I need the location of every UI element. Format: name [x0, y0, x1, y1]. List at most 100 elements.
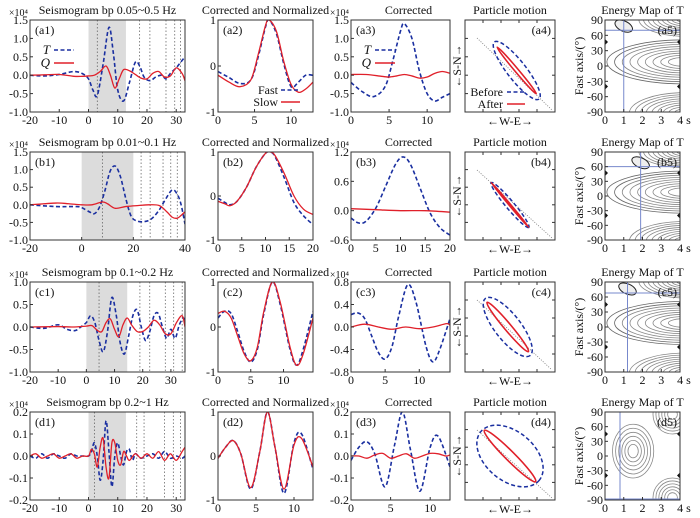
y-tick-label: 0	[597, 59, 603, 73]
x-tick-label: -10	[50, 373, 66, 387]
y-tick-label: 0	[597, 320, 603, 334]
y-tick-label: -1	[206, 365, 216, 379]
contour	[640, 356, 680, 372]
contour	[664, 489, 680, 500]
y-axis-label: ←S-N→	[450, 44, 464, 87]
x-tick-label: 1	[621, 373, 627, 387]
y-tick-label: -0.5	[330, 87, 349, 101]
legend-label: T	[364, 42, 372, 57]
contour	[621, 43, 680, 80]
x-tick-label: 30	[170, 501, 182, 515]
y-tick-label: -90	[587, 365, 603, 379]
y-tick-label: 0.5	[334, 50, 349, 64]
panel-b3: Corrected ×10⁴ 0 5 10 15 20 -0.6 0.0 0.6 1.2 (b3)	[330, 135, 456, 255]
x-tick-label: 5	[386, 113, 392, 127]
contour	[614, 303, 680, 343]
y-tick-label: 0.0	[334, 68, 349, 82]
x-tick-label: 0	[602, 373, 608, 387]
x-tick-label: 0	[602, 501, 608, 515]
panel-a1: Seismogram bp 0.05~0.5 Hz ×10⁴ -20 -10 0 10 20…	[9, 3, 186, 127]
y-tick-label: -30	[587, 204, 603, 218]
y-axis-label: Fast axis/(°)	[572, 298, 586, 356]
x-tick-label: -20	[22, 373, 38, 387]
x-axis-label: ←W-E→	[487, 242, 533, 256]
x-tick-label: 0	[602, 113, 608, 127]
y-tick-label: 30	[591, 44, 603, 58]
series-slow	[218, 282, 313, 367]
x-tick-label: 0	[85, 501, 91, 515]
y-axis-label: Fast axis/(°)	[572, 167, 586, 225]
x-tick-label: 10	[288, 501, 300, 515]
y-tick-label: -60	[587, 478, 603, 492]
x-tick-label: 0	[215, 373, 221, 387]
before-trace	[482, 296, 534, 358]
after-trace	[490, 181, 530, 229]
axes-frame	[29, 19, 186, 113]
panel-label: (a1)	[35, 23, 54, 37]
x-tick-label: 0	[602, 241, 608, 255]
y-tick-label: 0.0	[334, 320, 349, 334]
y-tick-label: 0.2	[334, 405, 349, 419]
y-tick-label: 0	[210, 320, 216, 334]
y-tick-label: 0	[210, 189, 216, 203]
y-tick-label: 60	[591, 160, 603, 174]
x-tick-label: 0	[79, 241, 85, 255]
y-tick-label: -0.5	[9, 215, 28, 229]
x-tick-label: 10	[278, 373, 290, 387]
series-t	[30, 419, 185, 488]
side-marker-right	[677, 431, 680, 437]
panel-label: (c2)	[223, 285, 242, 299]
y-tick-label: 0.0	[13, 320, 28, 334]
panel-title: Energy Map of T	[601, 135, 684, 149]
y-tick-label: -60	[587, 90, 603, 104]
y-tick-label: -0.4	[330, 343, 349, 357]
y-tick-label: 0.5	[13, 298, 28, 312]
series-q	[30, 65, 185, 89]
series-t	[351, 283, 450, 363]
panel-label: (b4)	[531, 155, 551, 169]
panel-title: Particle motion	[473, 135, 547, 149]
x-tick-label: 5	[388, 501, 394, 515]
y-tick-label: -90	[587, 233, 603, 247]
panel-title: Corrected	[385, 265, 432, 279]
contour	[606, 170, 680, 214]
axes-frame	[464, 151, 556, 241]
x-tick-label: 5	[373, 241, 379, 255]
x-tick-label: 4 s	[677, 373, 691, 387]
scale-label: ×10⁴	[9, 8, 29, 19]
y-tick-label: -0.1	[330, 471, 349, 485]
x-tick-label: 2	[640, 373, 646, 387]
legend-label: Before	[470, 85, 503, 99]
side-marker-left	[605, 170, 608, 177]
y-tick-label: -1	[206, 233, 216, 247]
y-tick-label: 30	[591, 305, 603, 319]
panel-title: Seismogram bp 0.2~1 Hz	[46, 395, 168, 409]
contour	[624, 439, 642, 463]
side-marker-left	[605, 344, 608, 350]
contour	[618, 431, 648, 471]
panel-label: (a2)	[223, 23, 242, 37]
panel-label: (d2)	[223, 415, 243, 429]
side-marker-right	[677, 212, 680, 219]
y-axis-label: ←S-N→	[450, 174, 464, 217]
x-tick-label: 1	[621, 241, 627, 255]
panel-label: (c3)	[356, 285, 375, 299]
contour	[627, 443, 639, 459]
side-marker-right	[677, 472, 680, 479]
x-axis-label: ←W-E→	[487, 374, 533, 388]
series-q	[30, 315, 185, 338]
x-tick-label: 2	[640, 113, 646, 127]
contour	[614, 41, 680, 83]
x-tick-label: 20	[137, 373, 149, 387]
y-tick-label: 1.5	[13, 13, 28, 27]
panel-title: Corrected and Normalized	[202, 395, 329, 409]
x-tick-label: 5	[252, 113, 258, 127]
scale-label: ×10⁴	[330, 8, 350, 19]
panel-d5: Energy Map of T0 1 2 3 4 s-90-60-300306090(d…	[572, 395, 691, 515]
x-tick-label: 30	[170, 113, 182, 127]
polarization-direction	[476, 429, 553, 499]
axes-frame	[464, 411, 556, 501]
